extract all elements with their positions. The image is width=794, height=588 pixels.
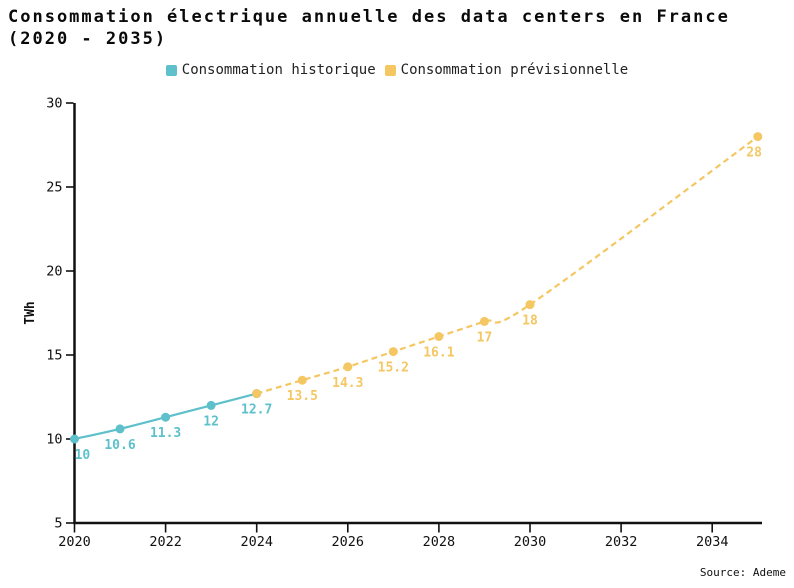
legend-item-historique[interactable]: Consommation historique: [165, 62, 376, 78]
data-point-label: 10.6: [104, 438, 135, 453]
y-tick-label: 5: [54, 516, 62, 532]
chart-legend: Consommation historique Consommation prév…: [0, 62, 794, 78]
data-point-label: 15.2: [378, 361, 409, 376]
legend-label: Consommation historique: [181, 62, 376, 78]
data-point[interactable]: [388, 347, 398, 357]
x-tick-label: 2034: [696, 534, 729, 550]
data-point[interactable]: [525, 300, 535, 310]
data-point[interactable]: [343, 362, 353, 372]
data-point-label: 11.3: [150, 426, 181, 441]
data-point-label: 28: [746, 146, 762, 161]
data-point[interactable]: [161, 412, 171, 422]
data-point[interactable]: [70, 434, 79, 444]
x-tick-label: 2024: [240, 534, 273, 550]
x-tick-label: 2026: [332, 534, 365, 550]
data-point[interactable]: [206, 400, 216, 410]
y-tick-label: 30: [46, 96, 62, 112]
data-point[interactable]: [434, 332, 444, 341]
data-point-label: 12.7: [241, 403, 272, 418]
x-tick-label: 2028: [423, 534, 456, 550]
axis-lines: [73, 103, 762, 525]
data-point[interactable]: [252, 389, 262, 399]
legend-label: Consommation prévisionnelle: [400, 62, 629, 78]
data-point[interactable]: [753, 132, 763, 142]
data-point-label: 17: [477, 330, 493, 345]
data-point-label: 14.3: [332, 376, 363, 391]
legend-item-previsionnelle[interactable]: Consommation prévisionnelle: [384, 62, 629, 78]
chart-title-line2: (2020 - 2035): [8, 29, 168, 49]
data-point-label: 18: [522, 314, 538, 329]
data-point-label: 12: [203, 414, 219, 429]
series-points: [70, 132, 763, 444]
legend-swatch-icon: [165, 64, 177, 76]
y-tick-label: 25: [46, 180, 62, 196]
data-point-label: 10: [75, 448, 91, 463]
data-point-label: 16.1: [423, 346, 454, 361]
x-tick-label: 2020: [58, 534, 91, 550]
series-line-previsionnelle: [256, 135, 759, 395]
y-tick-label: 15: [46, 348, 62, 364]
y-tick-label: 20: [46, 264, 62, 280]
data-point[interactable]: [115, 424, 125, 434]
y-tick-label: 10: [46, 432, 62, 448]
data-point[interactable]: [479, 316, 489, 326]
data-point-label: 13.5: [287, 389, 318, 404]
x-tick-label: 2030: [514, 534, 547, 550]
series-lines: [74, 135, 759, 441]
source-attribution: Source: Ademe: [699, 566, 786, 579]
y-axis-title: TWh: [23, 301, 38, 324]
axes: 5 10 15 20 25 30 2020 2022 2024 2026 2028 2030 2032 2…: [46, 96, 762, 550]
data-point[interactable]: [297, 375, 307, 385]
legend-swatch-icon: [384, 64, 396, 76]
x-tick-label: 2032: [605, 534, 638, 550]
point-labels: 10 10.6 11.3 12 12.7 13.5 14.3 15.2 16.1 17 18 28: [75, 146, 763, 463]
chart-title-line1: Consommation électrique annuelle des dat…: [8, 7, 730, 27]
chart-title: Consommation électrique annuelle des dat…: [8, 6, 730, 50]
x-tick-label: 2022: [149, 534, 182, 550]
